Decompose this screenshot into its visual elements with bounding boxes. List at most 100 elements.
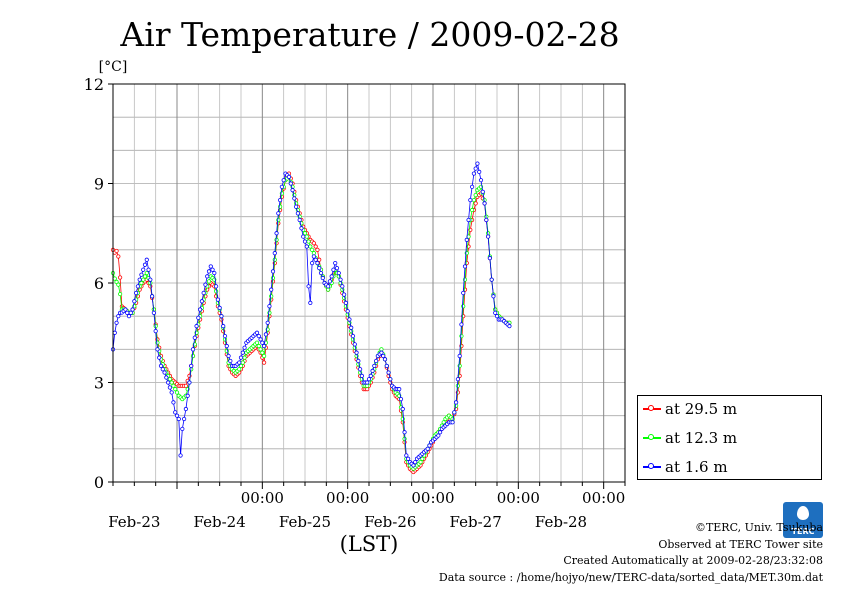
data-point <box>297 217 302 223</box>
data-point <box>114 320 119 325</box>
data-point <box>379 347 384 352</box>
data-point <box>210 267 215 272</box>
data-point <box>160 367 165 372</box>
data-point <box>343 300 348 305</box>
data-point <box>365 380 370 385</box>
data-point <box>221 324 226 329</box>
data-point <box>482 201 487 206</box>
data-point <box>139 280 144 286</box>
data-point <box>169 380 174 385</box>
data-point <box>358 367 363 372</box>
data-point <box>116 314 121 319</box>
data-point <box>274 237 279 242</box>
data-point <box>338 277 343 282</box>
data-point <box>290 188 295 193</box>
data-point <box>306 284 311 289</box>
data-point <box>190 347 196 352</box>
series-at-29-5-m <box>110 171 512 475</box>
data-point <box>272 251 277 256</box>
data-point <box>130 307 135 312</box>
axes: 0 3 6 9 12 00:00 00:00 00:00 00:00 00:00 Feb-23 Feb… <box>84 75 626 531</box>
data-point <box>382 357 388 362</box>
data-point <box>212 270 217 276</box>
x-tick-label: 00:00 <box>326 489 369 507</box>
data-point <box>279 184 284 189</box>
data-point <box>270 269 276 274</box>
data-point <box>475 161 480 166</box>
data-point <box>317 257 322 262</box>
data-point <box>302 239 308 244</box>
data-point <box>294 204 299 209</box>
chart-title: Air Temperature / 2009-02-28 <box>119 15 619 54</box>
data-point <box>173 387 178 392</box>
data-point <box>486 234 491 239</box>
data-point <box>238 355 244 360</box>
data-point <box>372 363 377 369</box>
data-point <box>180 426 185 432</box>
data-point <box>315 247 320 252</box>
data-point <box>206 269 212 274</box>
data-point <box>461 290 466 296</box>
data-point <box>258 347 263 352</box>
data-point <box>173 410 178 415</box>
data-point <box>116 254 121 259</box>
data-point <box>144 257 149 262</box>
data-point <box>237 360 242 365</box>
x-tick-label: 00:00 <box>241 489 284 507</box>
data-point <box>301 234 306 239</box>
data-point <box>334 265 340 271</box>
data-point <box>427 443 432 448</box>
data-point <box>381 353 386 359</box>
x-date-label: Feb-25 <box>279 513 331 531</box>
data-point <box>169 390 174 395</box>
data-point <box>473 193 478 198</box>
y-tick-label: 0 <box>94 473 104 492</box>
data-point <box>174 390 180 395</box>
data-point <box>141 277 146 282</box>
data-point <box>141 267 146 272</box>
data-point <box>299 226 304 231</box>
data-point <box>132 299 137 304</box>
data-point <box>402 430 407 435</box>
data-point <box>413 459 418 465</box>
data-point <box>310 247 315 252</box>
data-point <box>260 340 265 345</box>
data-point <box>352 342 357 347</box>
credits: ©TERC, Univ. Tsukuba Observed at TERC To… <box>439 520 823 586</box>
data-point <box>384 363 389 369</box>
data-point <box>470 184 475 189</box>
y-tick-label: 6 <box>94 274 104 293</box>
data-point <box>308 300 313 305</box>
y-tick-label: 12 <box>84 75 104 94</box>
data-point <box>166 380 171 385</box>
data-point <box>494 314 500 319</box>
data-point <box>326 284 331 289</box>
data-point <box>292 196 297 201</box>
data-point <box>194 324 199 329</box>
x-date-label: Feb-28 <box>535 513 587 531</box>
data-point <box>112 330 117 335</box>
data-point <box>311 241 316 246</box>
data-point <box>155 340 160 345</box>
data-point <box>128 310 133 315</box>
data-point <box>139 272 144 277</box>
series-line <box>112 162 510 467</box>
data-point <box>164 375 169 380</box>
created-text: Created Automatically at 2009-02-28/23:3… <box>563 554 823 567</box>
data-point <box>404 453 409 458</box>
data-point <box>491 294 496 299</box>
data-point <box>276 211 281 216</box>
data-point <box>270 275 276 281</box>
data-point <box>311 254 316 259</box>
data-point <box>278 197 283 203</box>
data-point <box>477 169 482 174</box>
data-point <box>158 363 164 369</box>
x-tick-label: 00:00 <box>497 489 540 507</box>
data-point <box>281 178 286 183</box>
data-point <box>306 239 311 244</box>
data-point <box>489 277 494 282</box>
data-point <box>262 343 267 349</box>
x-axis-label: (LST) <box>340 532 399 556</box>
data-point <box>459 333 464 339</box>
data-point <box>468 197 473 203</box>
